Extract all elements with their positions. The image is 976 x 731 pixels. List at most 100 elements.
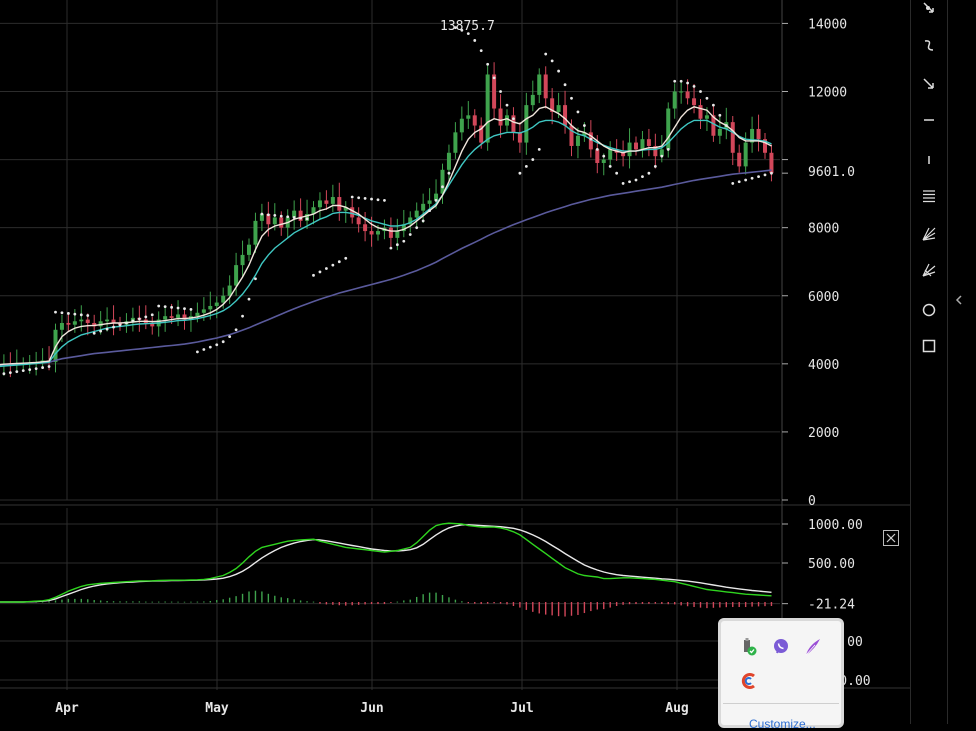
candle-body [163, 316, 168, 320]
sar-dot [537, 147, 541, 151]
usb-safe-remove-icon[interactable] [739, 637, 759, 657]
sar-dot [544, 52, 548, 56]
candle-body [201, 309, 206, 313]
sar-dot [2, 372, 6, 376]
sar-dot [518, 171, 522, 175]
sar-dot [479, 49, 483, 53]
collapse-panel-icon[interactable] [952, 290, 966, 310]
candle-body [240, 254, 245, 266]
circle-icon[interactable] [919, 300, 939, 320]
candle-body [608, 149, 613, 160]
candle-body [434, 193, 439, 201]
sar-dot [466, 32, 470, 36]
sar-dot [402, 239, 406, 243]
sar-dot [47, 365, 51, 368]
sar-dot [744, 178, 748, 182]
candle-body [150, 322, 155, 327]
price-axis: 0 2000 4000 6000 8000 12000 14000 [782, 17, 847, 509]
sar-dot [215, 343, 219, 347]
sar-dot [150, 313, 154, 317]
sar-dot [260, 212, 264, 216]
customize-link[interactable]: Customize... [749, 717, 816, 731]
sar-dot [8, 371, 12, 375]
month-label: Apr [55, 701, 79, 716]
sar-dot [621, 182, 625, 185]
sar-dot [266, 213, 270, 217]
sar-dot [105, 327, 109, 331]
candle-body [556, 105, 561, 112]
sar-dot [666, 147, 670, 151]
sar-dot [73, 312, 77, 316]
sar-dot [21, 369, 25, 373]
cursor-icon[interactable] [919, 0, 939, 20]
sar-dot [350, 195, 354, 199]
rectangle-icon[interactable] [919, 336, 939, 356]
sar-dot [370, 197, 373, 201]
macd-line [0, 522, 772, 603]
sar-dot [653, 164, 657, 168]
sar-dot [279, 214, 283, 218]
candle-body [692, 98, 697, 106]
sar-dot [686, 81, 689, 85]
month-label: May [205, 701, 229, 716]
candle-body [582, 132, 587, 136]
candle-body [414, 210, 419, 218]
candle-body [453, 132, 458, 153]
ccleaner-icon[interactable] [739, 671, 759, 691]
candle-body [421, 203, 426, 211]
sar-dot [41, 366, 44, 369]
candle-body [324, 200, 329, 204]
parallel-channel-icon[interactable] [919, 186, 939, 206]
price-tick-label: 14000 [808, 17, 847, 32]
sar-dot [99, 329, 103, 333]
sar-dot [724, 124, 728, 127]
candle-body [388, 227, 393, 238]
sar-dot [67, 312, 70, 315]
sar-dot [692, 84, 696, 88]
sar-dot [641, 175, 644, 179]
arrow-icon[interactable] [919, 74, 939, 94]
viber-icon[interactable] [771, 637, 791, 657]
sar-dot [312, 273, 315, 277]
candle-body [272, 217, 277, 225]
candle-body [485, 74, 490, 143]
vertical-line-icon[interactable] [919, 150, 939, 170]
pitchfork-icon[interactable] [919, 260, 939, 280]
candle-body [221, 295, 226, 303]
sar-dot [318, 270, 322, 274]
candle-body [79, 319, 84, 322]
candle-body [653, 145, 658, 157]
sar-dot [699, 90, 702, 93]
candle-body [266, 214, 271, 225]
candle-body [763, 139, 767, 153]
candle-body [646, 139, 651, 146]
candle-body [659, 149, 664, 157]
candle-body [311, 207, 316, 215]
sar-dot [60, 311, 64, 315]
candle-body [743, 142, 748, 167]
macd-tick-label: 1000.00 [808, 518, 863, 533]
fan-icon[interactable] [919, 224, 939, 244]
month-label: Jul [510, 701, 533, 716]
candle-body [298, 210, 303, 221]
candle-body [369, 231, 374, 235]
sar-dot [292, 216, 296, 219]
last-price-marker: 9601.0 [808, 165, 855, 180]
squiggle-line-icon[interactable] [919, 36, 939, 56]
candle-body [72, 321, 77, 325]
sar-dot [34, 367, 38, 371]
fast-ma-line [0, 106, 772, 366]
system-tray-popup: Customize... [718, 618, 844, 731]
horizontal-line-icon[interactable] [919, 110, 939, 130]
feather-app-icon[interactable] [803, 637, 823, 657]
macd-tick-label: 500.00 [808, 557, 855, 572]
close-indicator-icon[interactable] [883, 530, 899, 546]
last-price-label: 9601.0 [808, 165, 855, 180]
sar-dot [486, 62, 490, 66]
sar-dot [170, 305, 174, 309]
candle-body [640, 139, 645, 150]
candle-body [459, 118, 464, 133]
sar-dot [499, 90, 502, 93]
candle-body [176, 314, 181, 318]
